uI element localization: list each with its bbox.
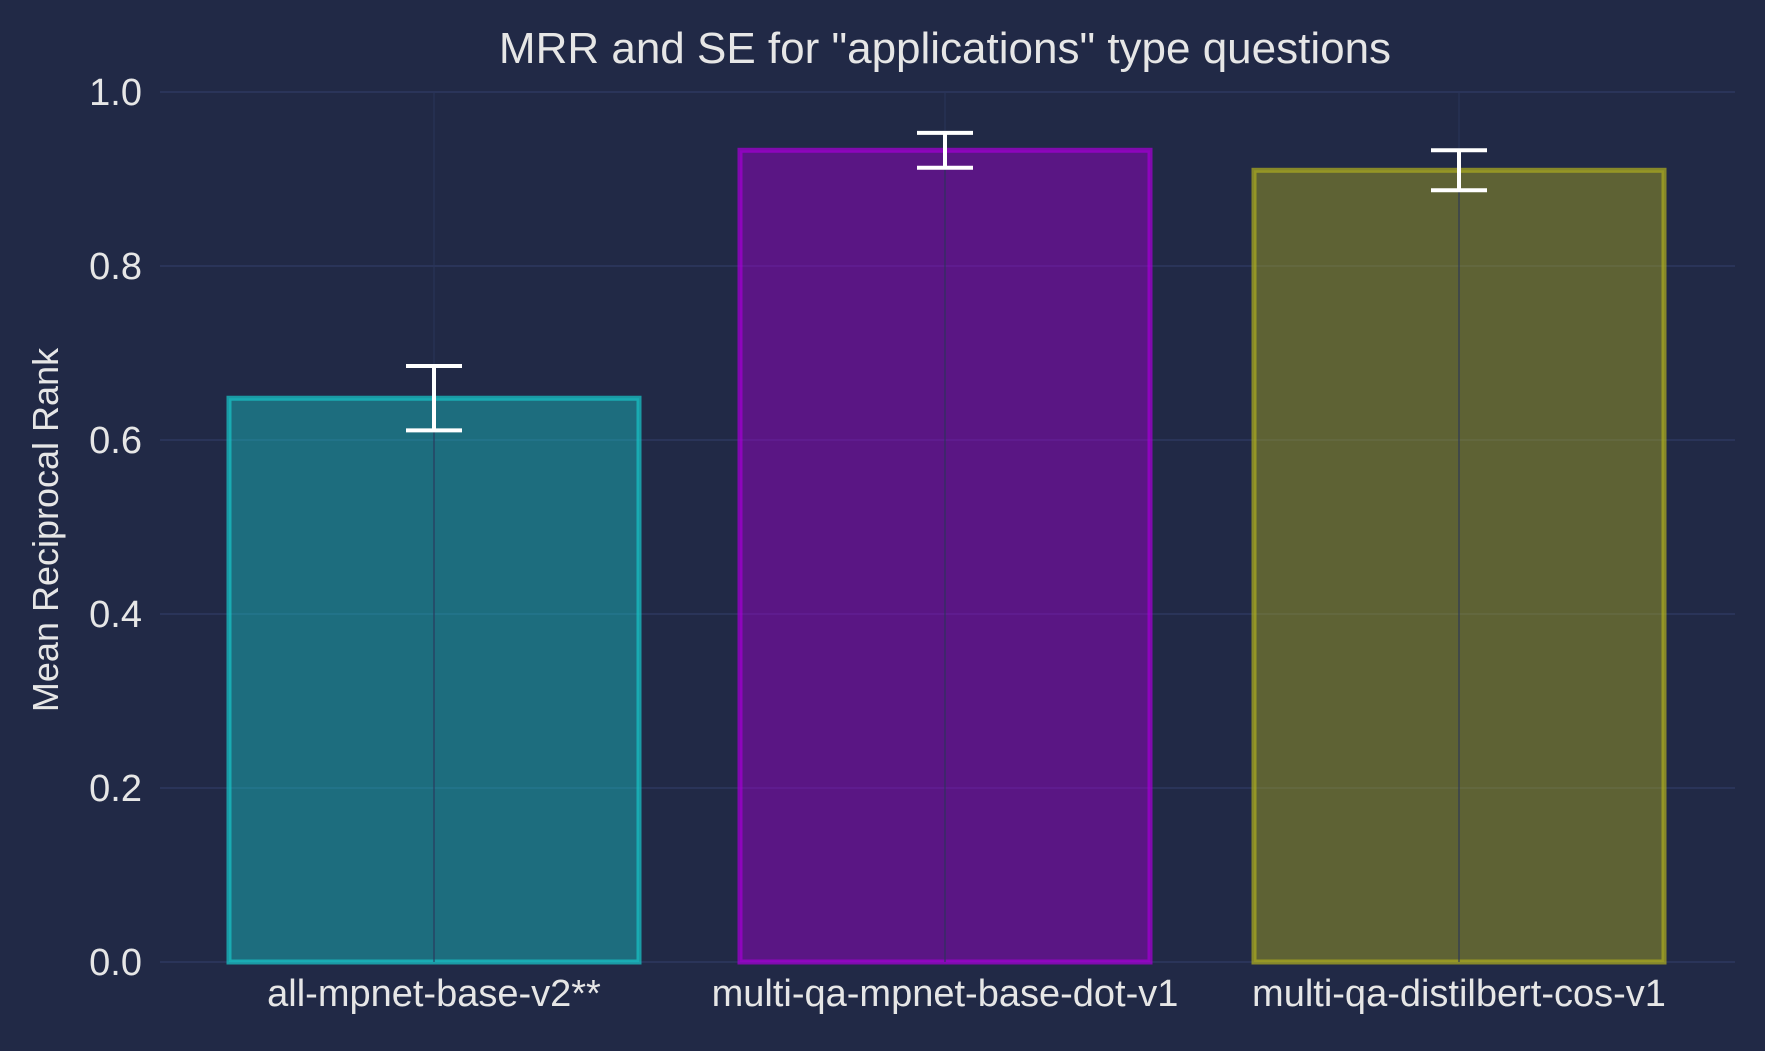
y-axis-label: Mean Reciprocal Rank bbox=[25, 347, 66, 712]
vertical-grid-lines bbox=[433, 92, 1460, 962]
error-bar bbox=[1431, 148, 1487, 193]
y-tick-label: 0.0 bbox=[89, 942, 142, 984]
x-tick-label: multi-qa-distilbert-cos-v1 bbox=[1252, 973, 1666, 1015]
y-tick-label: 0.6 bbox=[89, 420, 142, 462]
y-tick-label: 0.8 bbox=[89, 246, 142, 288]
y-tick-label: 1.0 bbox=[89, 72, 142, 114]
y-tick-label: 0.2 bbox=[89, 768, 142, 810]
x-tick-labels: all-mpnet-base-v2** multi-qa-mpnet-base-d… bbox=[267, 973, 1666, 1015]
y-tick-labels: 0.0 0.2 0.4 0.6 0.8 1.0 bbox=[89, 72, 142, 984]
error-bar bbox=[406, 364, 462, 433]
chart-title: MRR and SE for "applications" type quest… bbox=[499, 24, 1391, 73]
y-tick-label: 0.4 bbox=[89, 594, 142, 636]
error-bar bbox=[917, 130, 973, 170]
x-tick-label: multi-qa-mpnet-base-dot-v1 bbox=[712, 973, 1179, 1015]
error-bars bbox=[406, 130, 1487, 433]
x-tick-label: all-mpnet-base-v2** bbox=[267, 973, 601, 1015]
